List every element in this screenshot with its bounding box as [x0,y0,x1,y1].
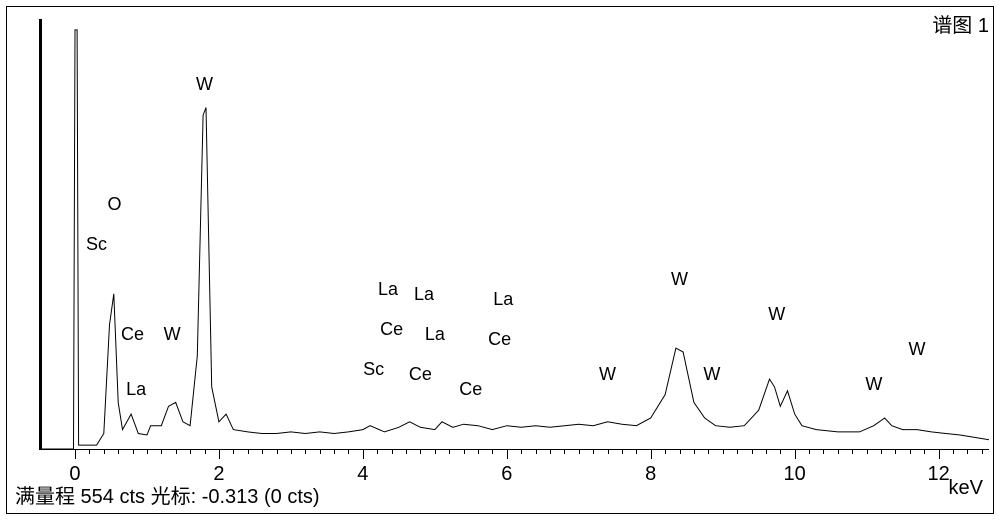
x-tick-minor [636,449,637,454]
peak-label: W [164,324,181,345]
x-tick-label: 12 [927,463,949,486]
x-tick-major [75,449,76,459]
x-tick-minor [895,449,896,454]
x-tick-minor [982,449,983,454]
x-tick-minor [133,449,134,454]
x-tick-major [939,449,940,459]
x-tick-minor [104,449,105,454]
x-tick-minor [608,449,609,454]
x-tick-minor [233,449,234,454]
x-tick-minor [291,449,292,454]
x-tick-minor [694,449,695,454]
x-tick-minor [262,449,263,454]
peak-label: W [671,269,688,290]
x-tick-minor [953,449,954,454]
peak-label: W [865,374,882,395]
x-tick-minor [435,449,436,454]
x-tick-minor [277,449,278,454]
peak-label: Ce [459,379,482,400]
plot-area: 024681012 ScOCeLaWWLaCeScLaLaCeCeLaCeWWW… [39,19,989,449]
x-tick-minor [550,449,551,454]
x-tick-minor [392,449,393,454]
peak-label: O [108,194,122,215]
peak-label: W [703,364,720,385]
peak-label: Sc [86,234,107,255]
x-tick-minor [176,449,177,454]
x-tick-minor [823,449,824,454]
peak-label: Sc [363,359,384,380]
x-tick-minor [838,449,839,454]
x-tick-minor [377,449,378,454]
x-tick-minor [766,449,767,454]
footer-status: 满量程 554 cts 光标: -0.313 (0 cts) [15,480,320,509]
x-tick-major [651,449,652,459]
x-tick-major [219,449,220,459]
peak-label: La [425,324,445,345]
x-tick-major [507,449,508,459]
chart-title: 谱图 1 [932,9,989,38]
x-tick-minor [564,449,565,454]
x-tick-label: 6 [501,463,512,486]
x-tick-minor [205,449,206,454]
x-tick-major [363,449,364,459]
x-tick-minor [464,449,465,454]
x-tick-minor [967,449,968,454]
x-tick-minor [420,449,421,454]
x-tick-minor [492,449,493,454]
x-tick-minor [737,449,738,454]
x-tick-minor [305,449,306,454]
x-tick-minor [809,449,810,454]
x-tick-minor [118,449,119,454]
x-tick-minor [924,449,925,454]
spectrum-line [39,19,989,449]
x-tick-label: 8 [645,463,656,486]
x-tick-label: 10 [784,463,806,486]
x-tick-minor [161,449,162,454]
x-tick-minor [680,449,681,454]
x-tick-minor [147,449,148,454]
x-tick-minor [449,449,450,454]
peak-label: W [599,364,616,385]
x-tick-minor [478,449,479,454]
x-tick-minor [334,449,335,454]
peak-label: Ce [380,319,403,340]
x-tick-major [795,449,796,459]
x-tick-minor [910,449,911,454]
x-axis-unit: keV [949,477,983,500]
x-tick-minor [881,449,882,454]
x-tick-minor [406,449,407,454]
x-tick-minor [723,449,724,454]
x-tick-minor [593,449,594,454]
x-tick-minor [579,449,580,454]
x-tick-label: 4 [357,463,368,486]
x-tick-minor [622,449,623,454]
peak-label: La [126,379,146,400]
peak-label: W [909,339,926,360]
x-tick-minor [665,449,666,454]
x-tick-minor [867,449,868,454]
peak-label: Ce [488,329,511,350]
x-axis-baseline [39,449,989,450]
x-tick-minor [348,449,349,454]
x-tick-minor [536,449,537,454]
x-tick-minor [521,449,522,454]
peak-label: Ce [409,364,432,385]
x-tick-minor [852,449,853,454]
peak-label: Ce [121,324,144,345]
x-tick-minor [752,449,753,454]
peak-label: W [768,304,785,325]
x-tick-minor [190,449,191,454]
x-tick-minor [320,449,321,454]
outer-frame: 024681012 ScOCeLaWWLaCeScLaLaCeCeLaCeWWW… [6,6,994,514]
x-tick-minor [780,449,781,454]
peak-label: La [493,289,513,310]
x-tick-minor [708,449,709,454]
peak-label: La [414,284,434,305]
peak-label: W [196,74,213,95]
x-tick-minor [248,449,249,454]
peak-label: La [378,279,398,300]
x-tick-minor [89,449,90,454]
